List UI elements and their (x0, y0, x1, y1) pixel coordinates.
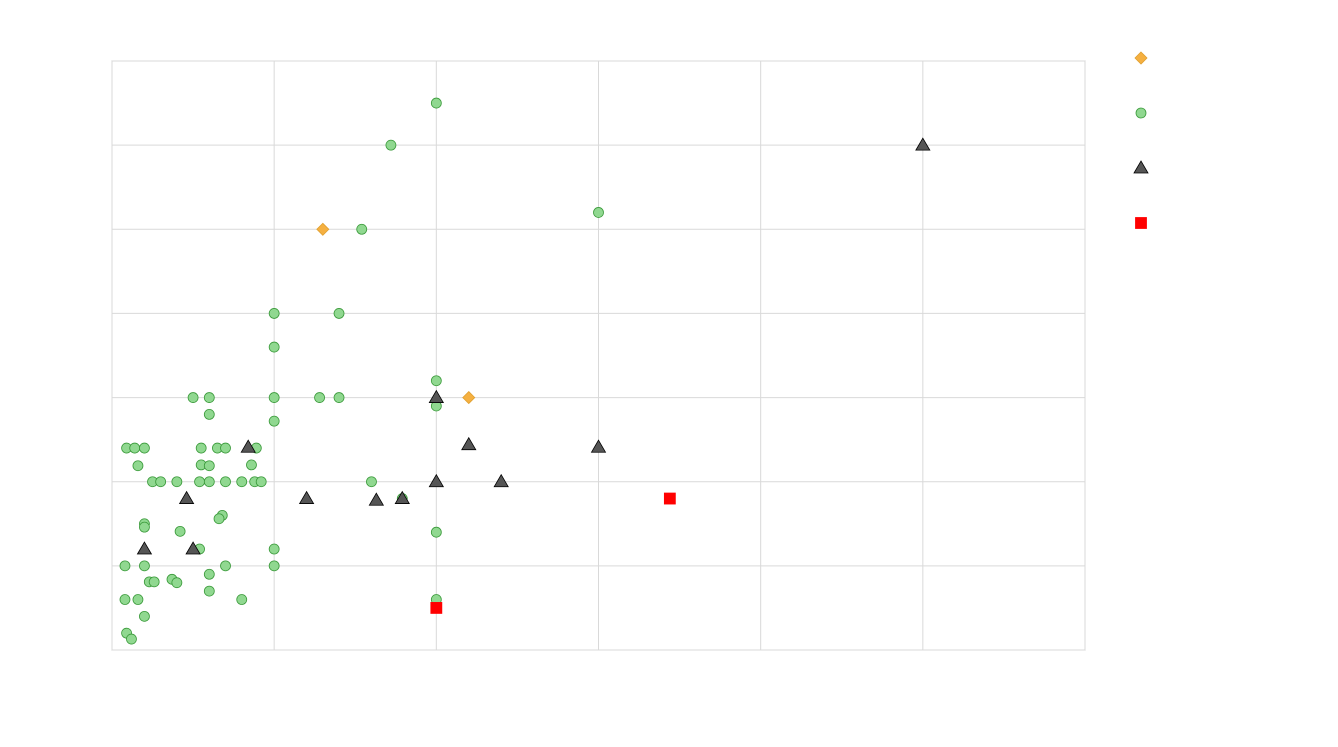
point (428, 389, 445, 403)
point (430, 602, 443, 614)
point (268, 392, 280, 403)
point (126, 633, 137, 645)
point (314, 392, 325, 403)
point (129, 442, 141, 454)
point (148, 576, 160, 588)
point (915, 137, 931, 151)
point (356, 223, 368, 235)
point (132, 594, 144, 605)
point (220, 476, 231, 488)
point (428, 473, 445, 488)
point (136, 541, 153, 555)
point (663, 492, 676, 505)
point (461, 436, 477, 451)
point (236, 476, 248, 488)
point (385, 139, 397, 151)
point (394, 490, 410, 504)
point (220, 560, 231, 572)
point (316, 222, 330, 236)
point (203, 476, 215, 488)
point (213, 513, 225, 525)
point (119, 560, 131, 572)
point (203, 568, 215, 580)
legend-marker (1135, 107, 1147, 119)
point (203, 392, 215, 403)
point (268, 560, 280, 572)
legend-marker (1133, 160, 1149, 174)
point (268, 341, 280, 353)
point (593, 207, 604, 218)
point (240, 439, 256, 453)
point (333, 308, 345, 319)
point (333, 392, 345, 403)
legend-marker (1135, 217, 1147, 229)
point (187, 392, 199, 403)
point (171, 577, 183, 589)
point (430, 526, 442, 538)
point (139, 442, 150, 454)
point (493, 473, 509, 488)
point (185, 541, 201, 555)
point (246, 459, 257, 471)
point (139, 610, 150, 622)
point (268, 543, 280, 555)
point (220, 442, 231, 454)
point (139, 560, 150, 572)
point (194, 476, 205, 488)
point (203, 585, 215, 597)
point (366, 476, 377, 488)
point (298, 490, 315, 504)
point (368, 492, 385, 506)
point (178, 490, 195, 504)
point (203, 460, 215, 472)
point (236, 594, 248, 605)
point (195, 442, 207, 454)
point (174, 525, 186, 537)
point (430, 375, 442, 387)
point (139, 521, 150, 533)
point (590, 439, 607, 453)
point (430, 97, 442, 109)
legend-marker (1134, 51, 1148, 65)
point (155, 476, 167, 488)
point (132, 460, 144, 472)
point (462, 391, 476, 405)
point (119, 594, 131, 605)
point (203, 408, 215, 420)
point (268, 308, 280, 319)
point (255, 476, 267, 488)
point (171, 476, 183, 488)
point (268, 415, 280, 427)
